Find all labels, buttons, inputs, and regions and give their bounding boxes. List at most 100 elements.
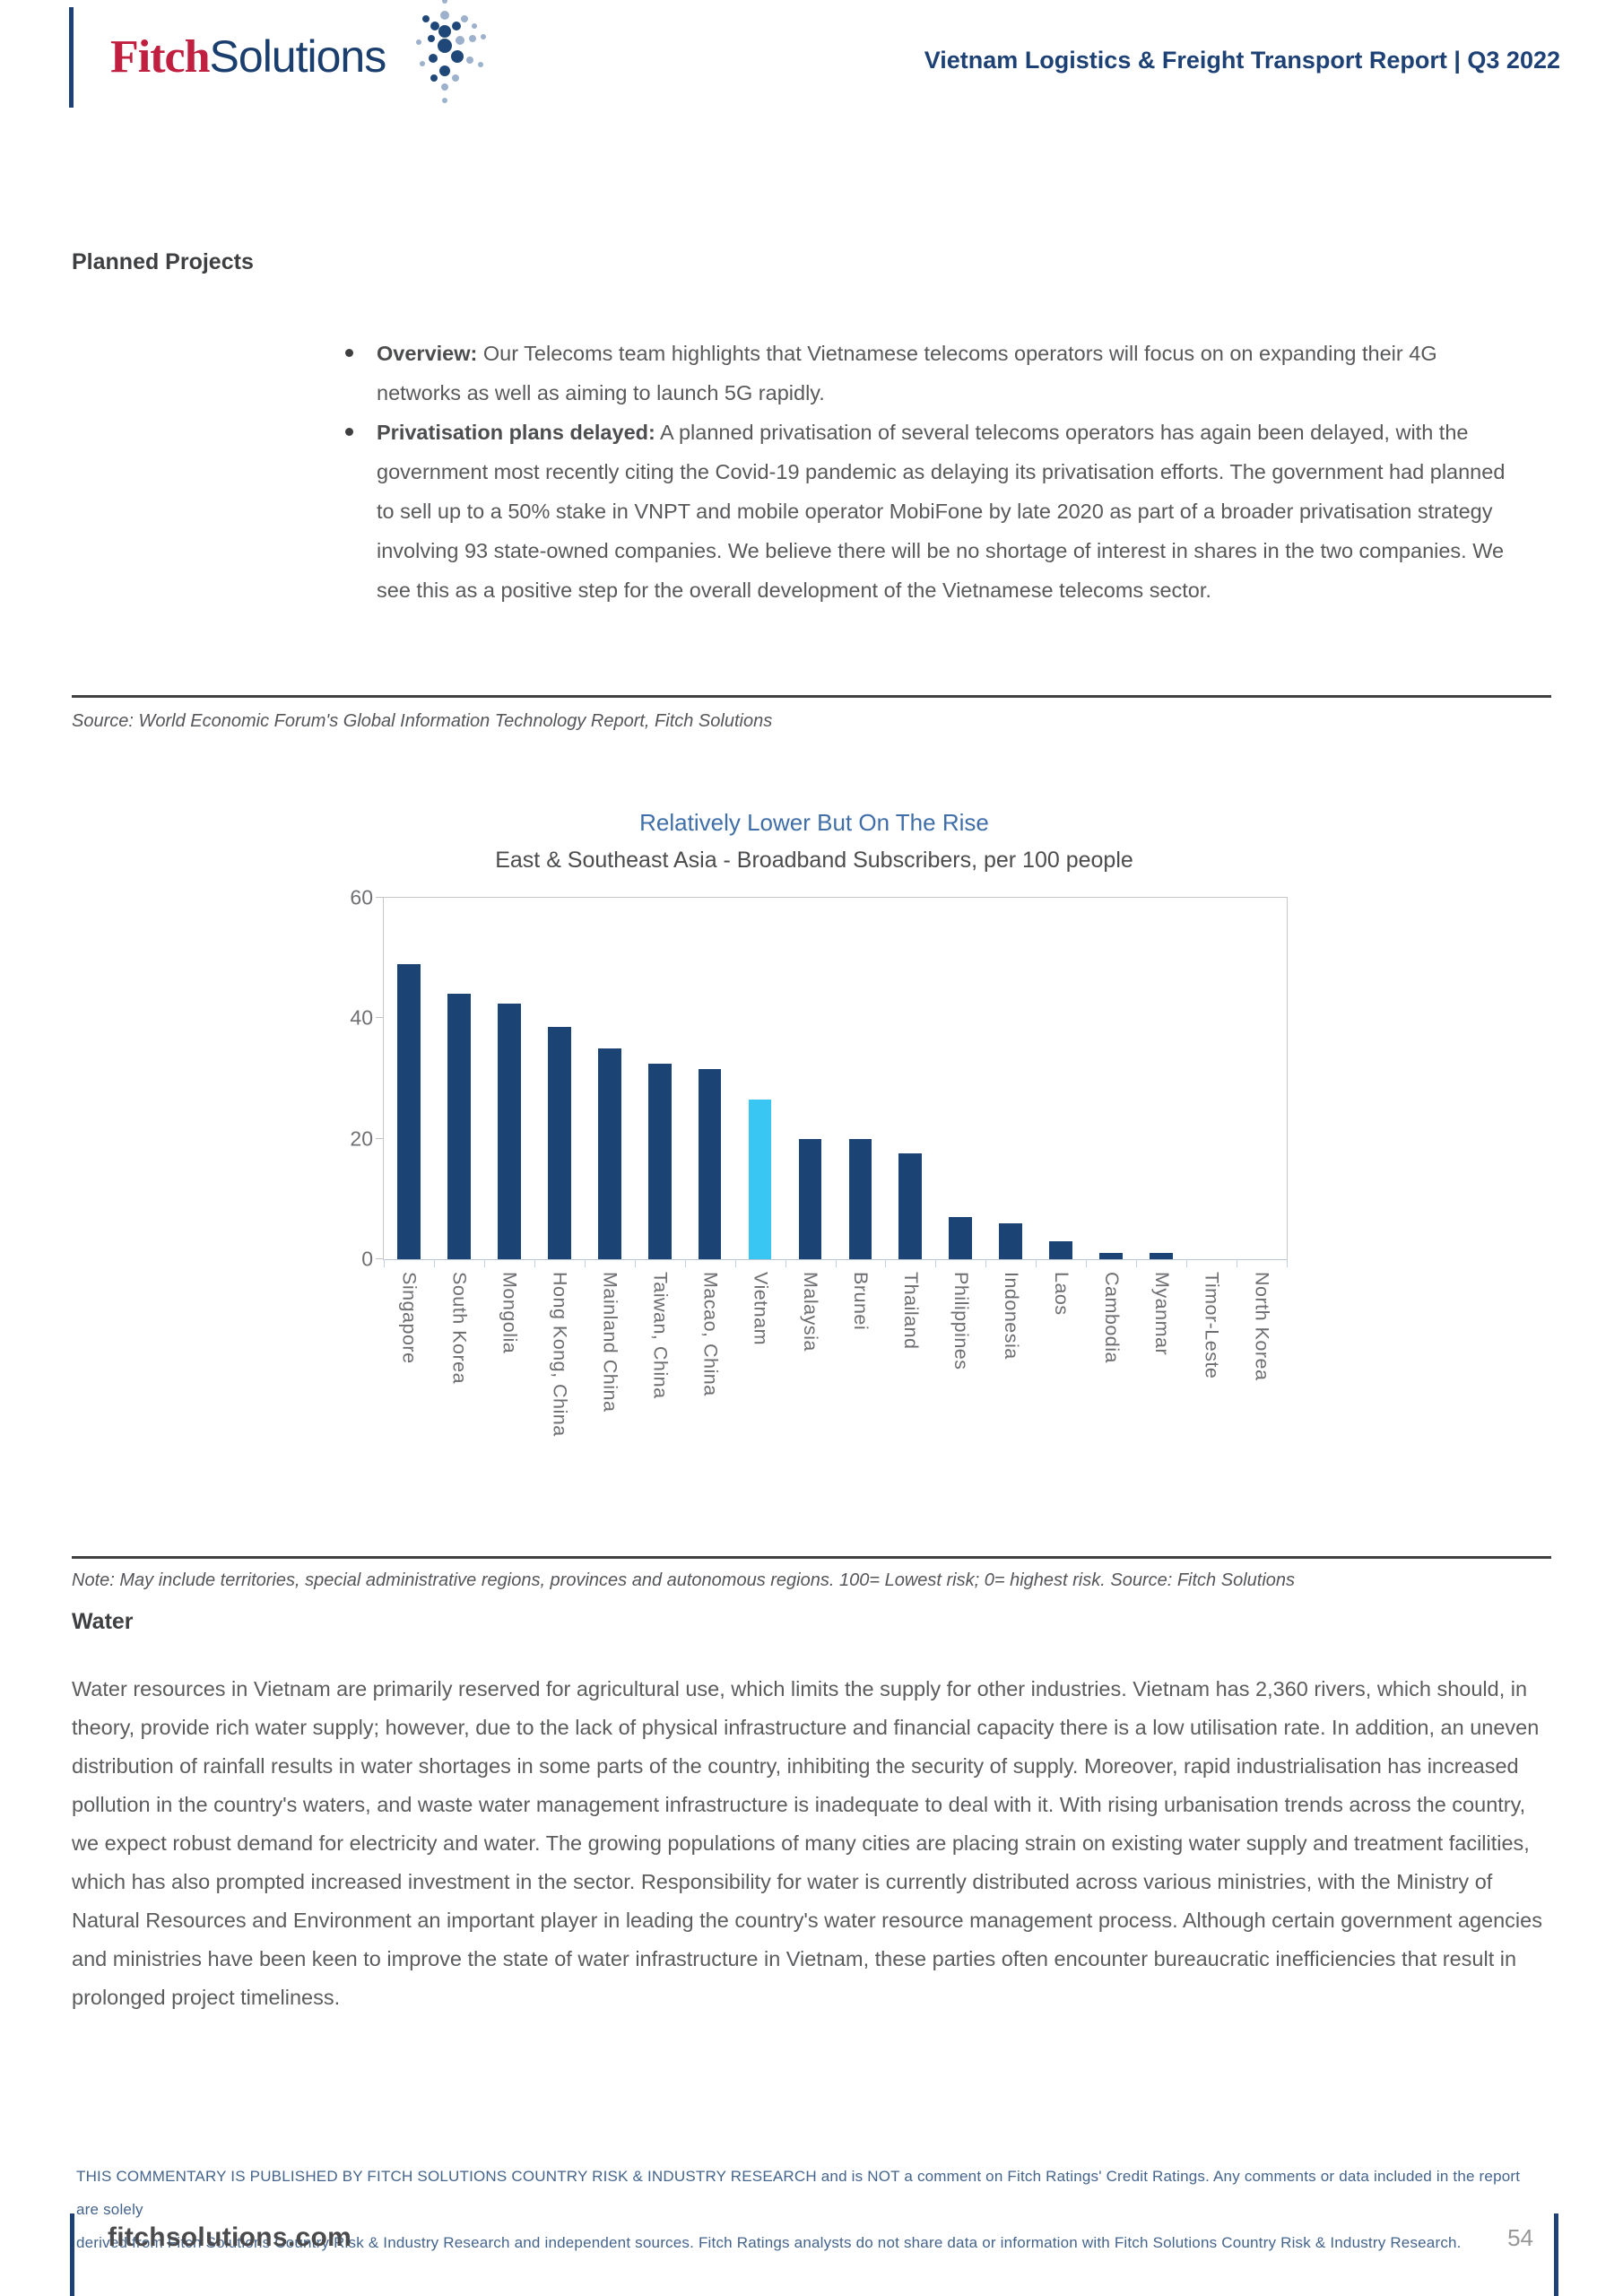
chart-title: Relatively Lower But On The Rise bbox=[639, 809, 989, 836]
x-label-slot: Singapore bbox=[384, 1272, 434, 1437]
bullet-dot-icon bbox=[345, 428, 353, 436]
bar-macao-china bbox=[698, 1069, 722, 1259]
section-heading-water: Water bbox=[72, 1609, 134, 1634]
bar-slot bbox=[685, 898, 735, 1259]
bar-slot bbox=[534, 898, 585, 1259]
x-label-slot: Vietnam bbox=[735, 1272, 785, 1437]
x-axis-tick bbox=[433, 1259, 435, 1267]
x-axis-tick bbox=[684, 1259, 686, 1267]
x-axis-tick bbox=[1136, 1259, 1138, 1267]
bar-thailand bbox=[898, 1153, 923, 1259]
y-axis-tick bbox=[376, 897, 384, 898]
bullet-privatisation-lead: Privatisation plans delayed: bbox=[377, 421, 655, 444]
x-label-slot: Thailand bbox=[885, 1272, 935, 1437]
x-label-timor-leste: Timor-Leste bbox=[1201, 1272, 1223, 1379]
bullet-overview: Overview: Our Telecoms team highlights t… bbox=[345, 334, 1511, 413]
x-label-slot: Laos bbox=[1036, 1272, 1086, 1437]
source-line: Source: World Economic Forum's Global In… bbox=[72, 711, 773, 731]
bar-slot bbox=[885, 898, 935, 1259]
bar-slot bbox=[985, 898, 1036, 1259]
x-axis-tick bbox=[1186, 1259, 1188, 1267]
x-axis-tick bbox=[935, 1259, 937, 1267]
x-label-mongolia: Mongolia bbox=[499, 1272, 521, 1354]
footer-accent-bar-right bbox=[1554, 2213, 1558, 2296]
x-label-singapore: Singapore bbox=[398, 1272, 421, 1364]
divider-rule bbox=[72, 695, 1551, 698]
x-axis-tick bbox=[734, 1259, 736, 1267]
x-label-taiwan-china: Taiwan, China bbox=[649, 1272, 672, 1399]
y-axis-label-20: 20 bbox=[350, 1126, 373, 1151]
bar-south-korea bbox=[447, 994, 471, 1259]
y-axis-tick bbox=[376, 1258, 384, 1259]
x-axis-tick bbox=[885, 1259, 887, 1267]
bar-indonesia bbox=[999, 1222, 1023, 1259]
x-axis-tick bbox=[534, 1259, 535, 1267]
x-axis-tick bbox=[1086, 1259, 1088, 1267]
x-label-slot: South Korea bbox=[434, 1272, 484, 1437]
logo-starburst-icon bbox=[416, 0, 487, 103]
x-label-slot: Mongolia bbox=[484, 1272, 534, 1437]
x-label-philippines: Philippines bbox=[950, 1272, 973, 1370]
x-label-slot: Macao, China bbox=[685, 1272, 735, 1437]
x-label-south-korea: South Korea bbox=[448, 1272, 471, 1385]
bar-laos bbox=[1049, 1240, 1073, 1259]
logo-fitch-text: Fitch bbox=[110, 30, 211, 83]
x-axis-tick bbox=[384, 1259, 385, 1267]
bar-mainland-china bbox=[597, 1048, 621, 1259]
bullet-privatisation-body: A planned privatisation of several telec… bbox=[377, 421, 1506, 602]
logo-solutions-text: Solutions bbox=[209, 31, 387, 82]
footer-disclaimer-line1: THIS COMMENTARY IS PUBLISHED BY FITCH SO… bbox=[76, 2168, 1521, 2218]
x-label-mainland-china: Mainland China bbox=[599, 1272, 621, 1413]
bar-slot bbox=[735, 898, 785, 1259]
footer-accent-bar-left bbox=[70, 2213, 74, 2296]
x-label-slot: Hong Kong, China bbox=[534, 1272, 585, 1437]
x-label-slot: Mainland China bbox=[585, 1272, 635, 1437]
x-label-slot: Indonesia bbox=[985, 1272, 1036, 1437]
planned-projects-bullets: Overview: Our Telecoms team highlights t… bbox=[345, 334, 1511, 610]
y-axis-label-40: 40 bbox=[350, 1005, 373, 1030]
bar-myanmar bbox=[1150, 1253, 1173, 1259]
y-axis-label-60: 60 bbox=[350, 885, 373, 909]
bar-philippines bbox=[949, 1216, 973, 1259]
x-axis-tick bbox=[584, 1259, 586, 1267]
bar-slot bbox=[1237, 898, 1287, 1259]
bar-slot bbox=[1186, 898, 1237, 1259]
bar-brunei bbox=[848, 1138, 872, 1259]
report-title: Vietnam Logistics & Freight Transport Re… bbox=[924, 47, 1560, 74]
bullet-privatisation-text: Privatisation plans delayed: A planned p… bbox=[377, 413, 1511, 610]
x-axis-tick bbox=[985, 1259, 987, 1267]
bar-singapore bbox=[397, 963, 421, 1259]
bar-cambodia bbox=[1099, 1253, 1123, 1259]
bar-hong-kong-china bbox=[547, 1027, 571, 1259]
bar-vietnam bbox=[748, 1100, 772, 1259]
x-label-macao-china: Macao, China bbox=[699, 1272, 722, 1396]
bar-slot bbox=[434, 898, 484, 1259]
x-label-slot: Cambodia bbox=[1086, 1272, 1136, 1437]
x-axis-labels: Singapore South Korea Mongolia Hong Kong, C… bbox=[384, 1272, 1287, 1437]
section-heading-planned-projects: Planned Projects bbox=[72, 249, 254, 274]
x-label-vietnam: Vietnam bbox=[750, 1272, 772, 1345]
bullet-privatisation: Privatisation plans delayed: A planned p… bbox=[345, 413, 1511, 610]
x-axis-tick bbox=[835, 1259, 837, 1267]
x-label-slot: Malaysia bbox=[785, 1272, 836, 1437]
bar-slot bbox=[484, 898, 534, 1259]
bullet-overview-body: Our Telecoms team highlights that Vietna… bbox=[377, 342, 1437, 404]
footer-site-url: fitchsolutions.com bbox=[108, 2222, 352, 2252]
chart-note: Note: May include territories, special a… bbox=[72, 1570, 1296, 1590]
x-label-indonesia: Indonesia bbox=[1000, 1272, 1022, 1360]
x-axis-tick bbox=[634, 1259, 636, 1267]
y-axis-tick bbox=[376, 1017, 384, 1019]
x-label-slot: North Korea bbox=[1237, 1272, 1287, 1437]
bar-slot bbox=[1086, 898, 1136, 1259]
bar-slot bbox=[835, 898, 885, 1259]
x-label-slot: Timor-Leste bbox=[1186, 1272, 1237, 1437]
bullet-overview-lead: Overview: bbox=[377, 342, 478, 365]
page-number: 54 bbox=[1507, 2224, 1533, 2251]
bar-slot bbox=[1136, 898, 1186, 1259]
footer-disclaimer-line2: derived from Fitch Solutions Country Ris… bbox=[76, 2234, 1462, 2251]
chart-plot-area: 0 20 40 60 Singapore South Korea Mongolia Hong … bbox=[350, 887, 1288, 1437]
x-axis-tick bbox=[1287, 1259, 1288, 1267]
bar-slot bbox=[785, 898, 836, 1259]
bar-slot bbox=[585, 898, 635, 1259]
x-label-brunei: Brunei bbox=[850, 1272, 872, 1331]
